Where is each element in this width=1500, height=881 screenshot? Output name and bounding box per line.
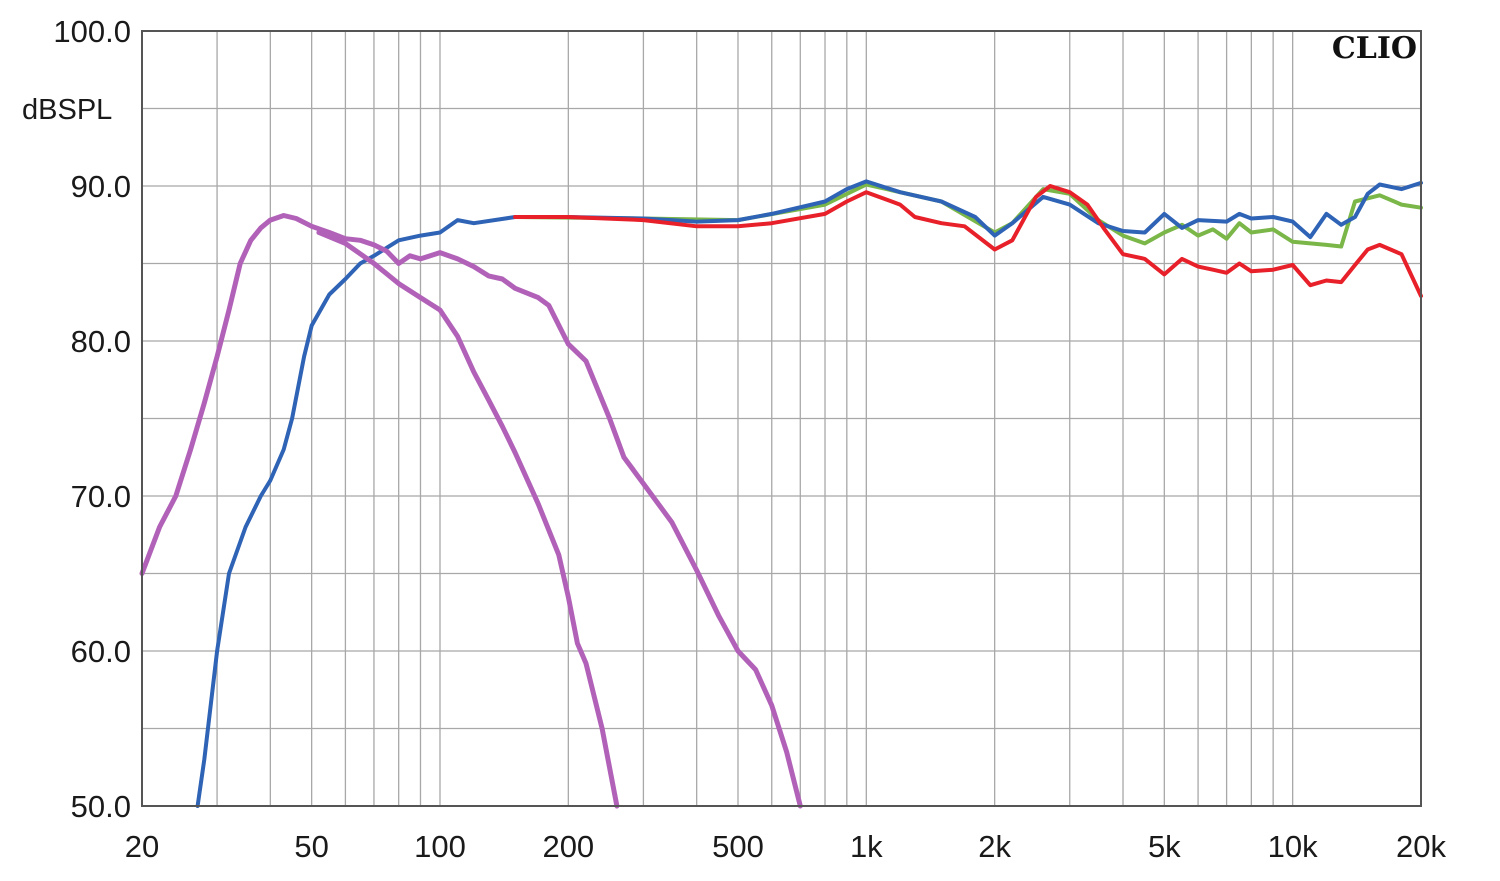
y-tick-label: 80.0	[71, 324, 131, 359]
series-line-4	[316, 230, 620, 809]
x-tick-label: 50	[294, 829, 328, 864]
y-tick-label: 60.0	[71, 634, 131, 669]
x-tick-labels: 20 50 100 200 500 1k 2k 5k 10k 20k	[125, 829, 1447, 864]
x-tick-label: 500	[712, 829, 764, 864]
y-axis-unit-label: dBSPL	[22, 94, 112, 126]
y-tick-label: 70.0	[71, 479, 131, 514]
x-tick-label: 200	[542, 829, 594, 864]
y-tick-label: 90.0	[71, 169, 131, 204]
y-tick-label: 100.0	[53, 14, 131, 49]
x-tick-label: 20	[125, 829, 159, 864]
x-tick-label: 2k	[978, 829, 1011, 864]
x-tick-label: 20k	[1396, 829, 1446, 864]
x-tick-label: 1k	[850, 829, 883, 864]
x-tick-label: 5k	[1148, 829, 1181, 864]
clio-brand-label: CLIO	[1332, 31, 1417, 66]
series-line-2	[513, 184, 1423, 298]
plot-frame	[141, 30, 1422, 807]
series-lines	[139, 179, 1423, 809]
x-tick-label: 10k	[1268, 829, 1318, 864]
series-line-1	[195, 179, 1423, 808]
y-tick-labels: 100.0 90.0 80.0 70.0 60.0 50.0	[53, 14, 131, 824]
y-tick-label: 50.0	[71, 789, 131, 824]
series-line-3	[139, 213, 803, 809]
x-tick-label: 100	[414, 829, 466, 864]
